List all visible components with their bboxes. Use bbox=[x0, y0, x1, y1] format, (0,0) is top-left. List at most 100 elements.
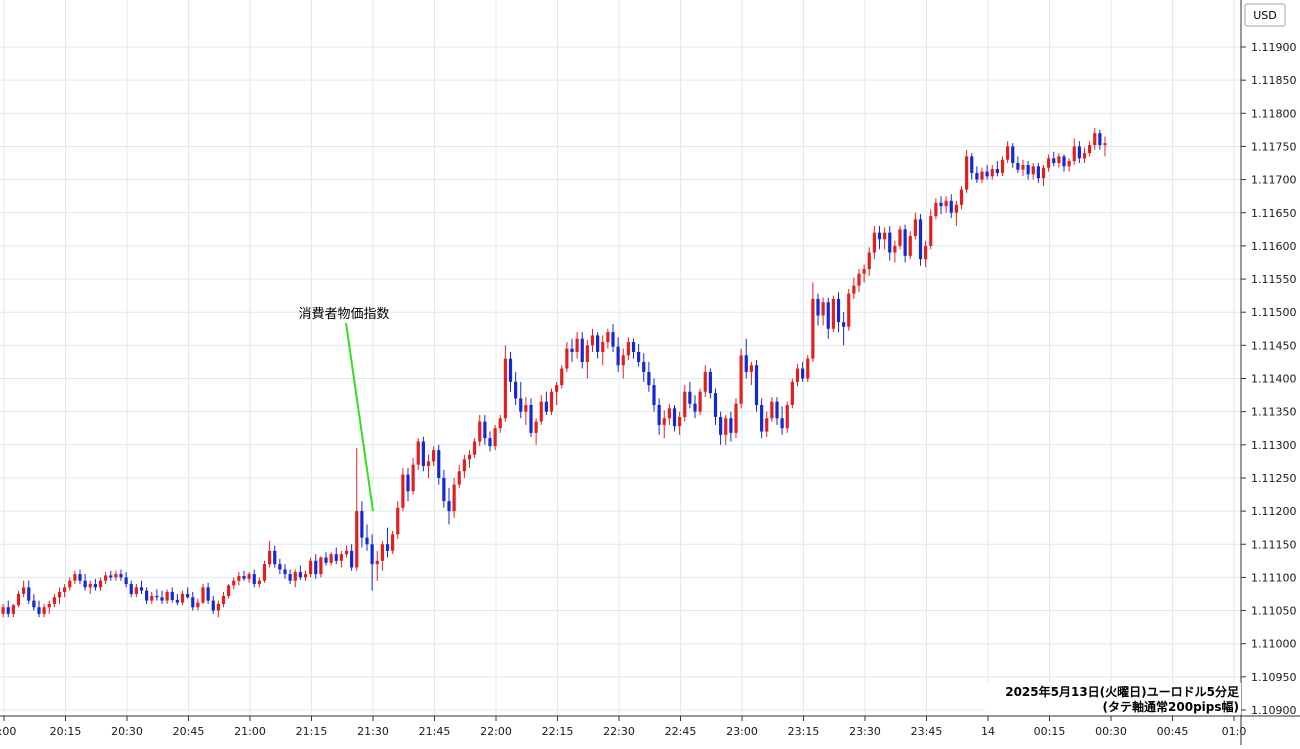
candle-body bbox=[570, 348, 574, 352]
candle-body bbox=[611, 332, 615, 347]
candle-body bbox=[411, 464, 415, 492]
candle-body bbox=[924, 245, 928, 260]
candle-body bbox=[1052, 158, 1056, 164]
candle-body bbox=[370, 544, 374, 565]
candle-body bbox=[1041, 167, 1046, 179]
candle-body bbox=[1062, 156, 1066, 167]
candle-body bbox=[1021, 165, 1025, 170]
candle-body bbox=[109, 575, 113, 578]
candle-body bbox=[426, 461, 431, 467]
annotation-label: 消費者物価指数 bbox=[298, 307, 389, 322]
candle-body bbox=[862, 269, 866, 274]
candle-body bbox=[37, 607, 41, 614]
x-tick-label: 00:15 bbox=[1034, 725, 1066, 738]
candle-body bbox=[590, 335, 595, 346]
candle-body bbox=[560, 368, 564, 386]
candle-body bbox=[416, 441, 420, 465]
candle-body bbox=[693, 403, 697, 412]
candle-body bbox=[780, 418, 784, 429]
candle-body bbox=[975, 172, 979, 180]
candle-body bbox=[724, 418, 728, 435]
candle-body bbox=[155, 595, 159, 598]
annotation-group: 消費者物価指数 bbox=[298, 307, 390, 512]
candle-body bbox=[555, 385, 559, 392]
candle-body bbox=[462, 459, 466, 472]
candle-body bbox=[893, 245, 897, 253]
y-tick-label: 1.10950 bbox=[1251, 671, 1297, 684]
candle-body bbox=[739, 355, 743, 404]
x-tick-label: 14 bbox=[981, 725, 995, 738]
candle-body bbox=[601, 342, 605, 352]
candle-body bbox=[1077, 146, 1081, 159]
candle-body bbox=[801, 368, 805, 379]
candle-body bbox=[191, 597, 195, 608]
y-tick-label: 1.11250 bbox=[1251, 472, 1297, 485]
candle-body bbox=[1082, 153, 1087, 159]
candle-body bbox=[503, 358, 507, 419]
candle-body bbox=[68, 580, 72, 588]
candle-body bbox=[334, 554, 338, 561]
candle-body bbox=[765, 418, 769, 432]
candle-body bbox=[898, 229, 902, 246]
candle-body bbox=[529, 405, 533, 433]
candle-body bbox=[6, 607, 10, 614]
candle-body bbox=[365, 537, 369, 545]
candle-body bbox=[309, 560, 313, 575]
candle-body bbox=[775, 401, 779, 419]
candle-body bbox=[811, 298, 815, 359]
candle-body bbox=[995, 168, 999, 173]
x-tick-label: 21:45 bbox=[419, 725, 451, 738]
candle-body bbox=[344, 550, 349, 555]
candle-body bbox=[206, 587, 210, 601]
candle-body bbox=[452, 484, 456, 512]
candle-body bbox=[662, 418, 666, 425]
y-tick-label: 1.11750 bbox=[1251, 140, 1297, 153]
candle-body bbox=[1098, 133, 1102, 146]
candle-body bbox=[637, 351, 641, 362]
candle-body bbox=[27, 587, 31, 601]
candle-body bbox=[1103, 143, 1107, 146]
candle-body bbox=[114, 574, 118, 578]
candle-series bbox=[1, 127, 1107, 618]
candle-body bbox=[252, 574, 256, 585]
candle-body bbox=[913, 219, 917, 236]
currency-box[interactable] bbox=[1244, 3, 1286, 27]
candle-body bbox=[954, 204, 958, 213]
candle-body bbox=[262, 564, 267, 581]
x-tick-label: 00:45 bbox=[1157, 725, 1189, 738]
candle-body bbox=[406, 474, 410, 492]
candle-body bbox=[201, 587, 205, 603]
y-tick-label: 1.10900 bbox=[1251, 704, 1297, 717]
candle-body bbox=[268, 550, 272, 565]
candle-body bbox=[186, 593, 190, 598]
candle-body bbox=[278, 564, 282, 570]
candle-body bbox=[934, 202, 938, 217]
candle-body bbox=[847, 293, 851, 327]
candle-body bbox=[1000, 159, 1005, 173]
candle-body bbox=[836, 298, 841, 323]
candle-body bbox=[929, 216, 933, 246]
candle-body bbox=[180, 593, 185, 603]
x-tick-label: 22:15 bbox=[542, 725, 574, 738]
candle-body bbox=[175, 599, 179, 603]
candle-body bbox=[877, 232, 882, 240]
candle-body bbox=[283, 569, 287, 575]
candle-body bbox=[355, 511, 359, 568]
candle-body bbox=[22, 587, 26, 594]
candle-body bbox=[785, 405, 789, 429]
candle-body bbox=[539, 401, 543, 422]
candle-body bbox=[73, 574, 77, 581]
candle-body bbox=[421, 441, 425, 467]
candle-body bbox=[965, 156, 969, 190]
x-tick-label: 20:15 bbox=[50, 725, 82, 738]
candle-body bbox=[83, 580, 87, 588]
candle-body bbox=[170, 591, 174, 600]
candle-body bbox=[293, 572, 297, 581]
candle-body bbox=[939, 202, 943, 207]
candle-body bbox=[442, 477, 446, 502]
candle-body bbox=[831, 298, 835, 329]
candle-body bbox=[698, 391, 702, 412]
candle-body bbox=[324, 557, 328, 563]
candle-body bbox=[872, 232, 876, 253]
